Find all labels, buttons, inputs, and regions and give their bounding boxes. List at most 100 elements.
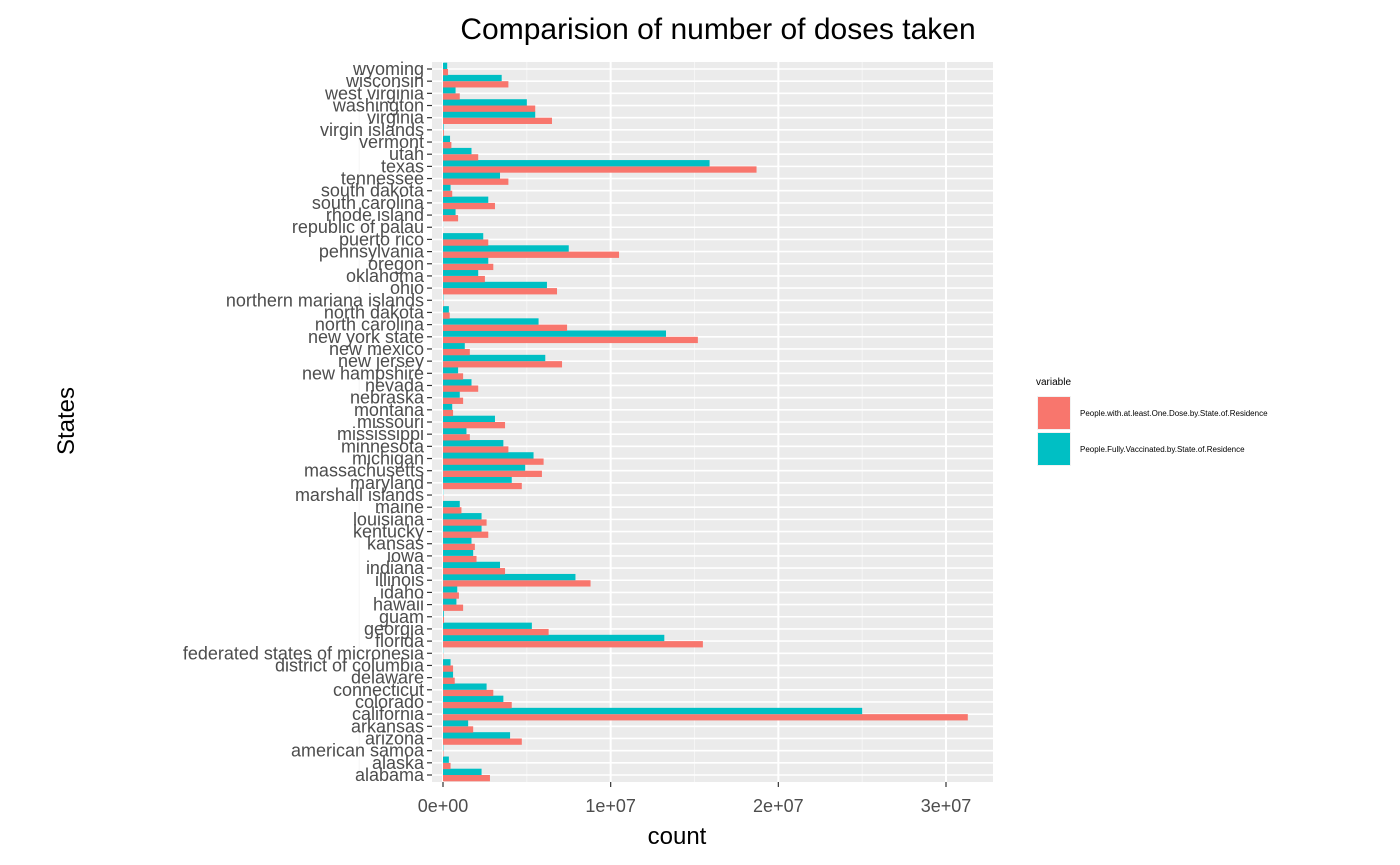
- x-axis: 0e+00 1e+07 2e+07 3e+07: [418, 782, 972, 816]
- legend-key-swatch: [1038, 397, 1070, 429]
- y-tick-label: florida: [375, 631, 425, 651]
- chart-title: Comparision of number of doses taken: [460, 13, 975, 46]
- bar-fully-vaccinated: [443, 464, 526, 471]
- bar-fully-vaccinated: [443, 379, 472, 386]
- y-tick-label: virgin islands: [320, 120, 424, 140]
- grid-layer: [358, 62, 993, 782]
- y-tick-label: arizona: [365, 728, 425, 748]
- bar-fully-vaccinated: [443, 123, 444, 130]
- bar-fully-vaccinated: [443, 74, 502, 82]
- y-tick-label: new mexico: [329, 339, 424, 359]
- bar-one-dose: [443, 397, 464, 404]
- bar-fully-vaccinated: [443, 586, 458, 593]
- bar-one-dose: [443, 507, 462, 514]
- bar-one-dose: [443, 580, 591, 587]
- bar-one-dose: [443, 348, 470, 356]
- bar-fully-vaccinated: [443, 476, 512, 483]
- legend-item-label: People.with.at.least.One.Dose.by.State.o…: [1080, 409, 1268, 418]
- bar-one-dose: [443, 142, 452, 149]
- bar-one-dose: [443, 628, 549, 636]
- x-tick-label: 3e+07: [921, 796, 972, 816]
- bar-fully-vaccinated: [443, 391, 460, 398]
- bar-one-dose: [443, 568, 506, 575]
- y-tick-label: georgia: [364, 619, 425, 639]
- bar-fully-vaccinated: [443, 245, 569, 252]
- bar-fully-vaccinated: [443, 62, 448, 69]
- y-tick-label: oregon: [368, 254, 424, 274]
- bar-fully-vaccinated: [443, 427, 467, 435]
- bar-one-dose: [443, 215, 459, 222]
- bar-fully-vaccinated: [443, 671, 454, 678]
- bar-fully-vaccinated: [443, 513, 482, 520]
- legend: variable People.with.at.least.One.Dose.by…: [1036, 377, 1268, 466]
- y-tick-label: south carolina: [312, 193, 425, 213]
- bar-one-dose: [443, 324, 568, 331]
- y-tick-label: nebraska: [350, 388, 425, 408]
- bar-one-dose: [443, 190, 453, 198]
- bar-one-dose: [443, 300, 444, 307]
- bar-fully-vaccinated: [443, 269, 479, 276]
- bar-fully-vaccinated: [443, 233, 484, 240]
- y-tick-label: montana: [354, 400, 425, 420]
- y-tick-label: utah: [389, 144, 424, 164]
- bar-fully-vaccinated: [443, 403, 453, 410]
- y-tick-label: arkansas: [351, 716, 424, 736]
- bar-one-dose: [443, 129, 444, 137]
- bar-one-dose: [443, 677, 455, 684]
- y-tick-label: nevada: [365, 375, 425, 395]
- bar-one-dose: [443, 665, 454, 672]
- bar-one-dose: [443, 434, 470, 441]
- y-tick-label: west virginia: [324, 83, 425, 103]
- bar-one-dose: [443, 531, 489, 538]
- bar-fully-vaccinated: [443, 330, 666, 337]
- bar-one-dose: [443, 641, 703, 648]
- bar-fully-vaccinated: [443, 184, 451, 191]
- y-tick-label: alaska: [372, 753, 425, 773]
- bar-fully-vaccinated: [443, 367, 459, 374]
- bar-fully-vaccinated: [443, 573, 576, 581]
- bar-fully-vaccinated: [443, 306, 449, 313]
- y-tick-label: federated states of micronesia: [183, 643, 425, 663]
- y-tick-label: pennsylvania: [319, 242, 425, 262]
- bar-fully-vaccinated: [443, 135, 451, 143]
- y-tick-label: texas: [381, 156, 424, 176]
- y-tick-label: california: [352, 704, 425, 724]
- x-tick-label: 2e+07: [753, 796, 804, 816]
- y-tick-label: virginia: [367, 108, 425, 128]
- bar-fully-vaccinated: [443, 659, 451, 666]
- y-tick-label: kentucky: [353, 522, 424, 542]
- y-tick-label: hawaii: [373, 595, 424, 615]
- bar-one-dose: [443, 251, 620, 258]
- bar-fully-vaccinated: [443, 683, 487, 690]
- bar-one-dose: [443, 312, 450, 319]
- x-axis-title: count: [648, 823, 707, 850]
- bar-fully-vaccinated: [443, 208, 456, 216]
- y-tick-label: wyoming: [352, 59, 424, 79]
- y-tick-label: american samoa: [291, 741, 425, 761]
- y-tick-label: delaware: [351, 668, 424, 688]
- bar-fully-vaccinated: [443, 354, 546, 362]
- bar-fully-vaccinated: [443, 500, 460, 508]
- y-tick-label: michigan: [352, 449, 424, 469]
- bar-fully-vaccinated: [443, 756, 449, 763]
- bar-fully-vaccinated: [443, 342, 465, 349]
- y-tick-label: connecticut: [333, 680, 424, 700]
- legend-title: variable: [1036, 377, 1071, 388]
- bar-fully-vaccinated: [443, 634, 665, 642]
- bar-fully-vaccinated: [443, 196, 489, 203]
- bar-one-dose: [443, 714, 968, 721]
- bar-one-dose: [443, 555, 477, 563]
- bar-one-dose: [443, 275, 485, 283]
- y-tick-label: ohio: [390, 278, 424, 298]
- bar-fully-vaccinated: [443, 598, 457, 605]
- y-tick-label: new jersey: [338, 351, 424, 371]
- bar-one-dose: [443, 202, 495, 210]
- bar-fully-vaccinated: [443, 610, 444, 617]
- bar-one-dose: [443, 117, 552, 124]
- y-tick-label: vermont: [359, 132, 424, 152]
- x-tick-label: 1e+07: [585, 796, 636, 816]
- bar-fully-vaccinated: [443, 707, 863, 715]
